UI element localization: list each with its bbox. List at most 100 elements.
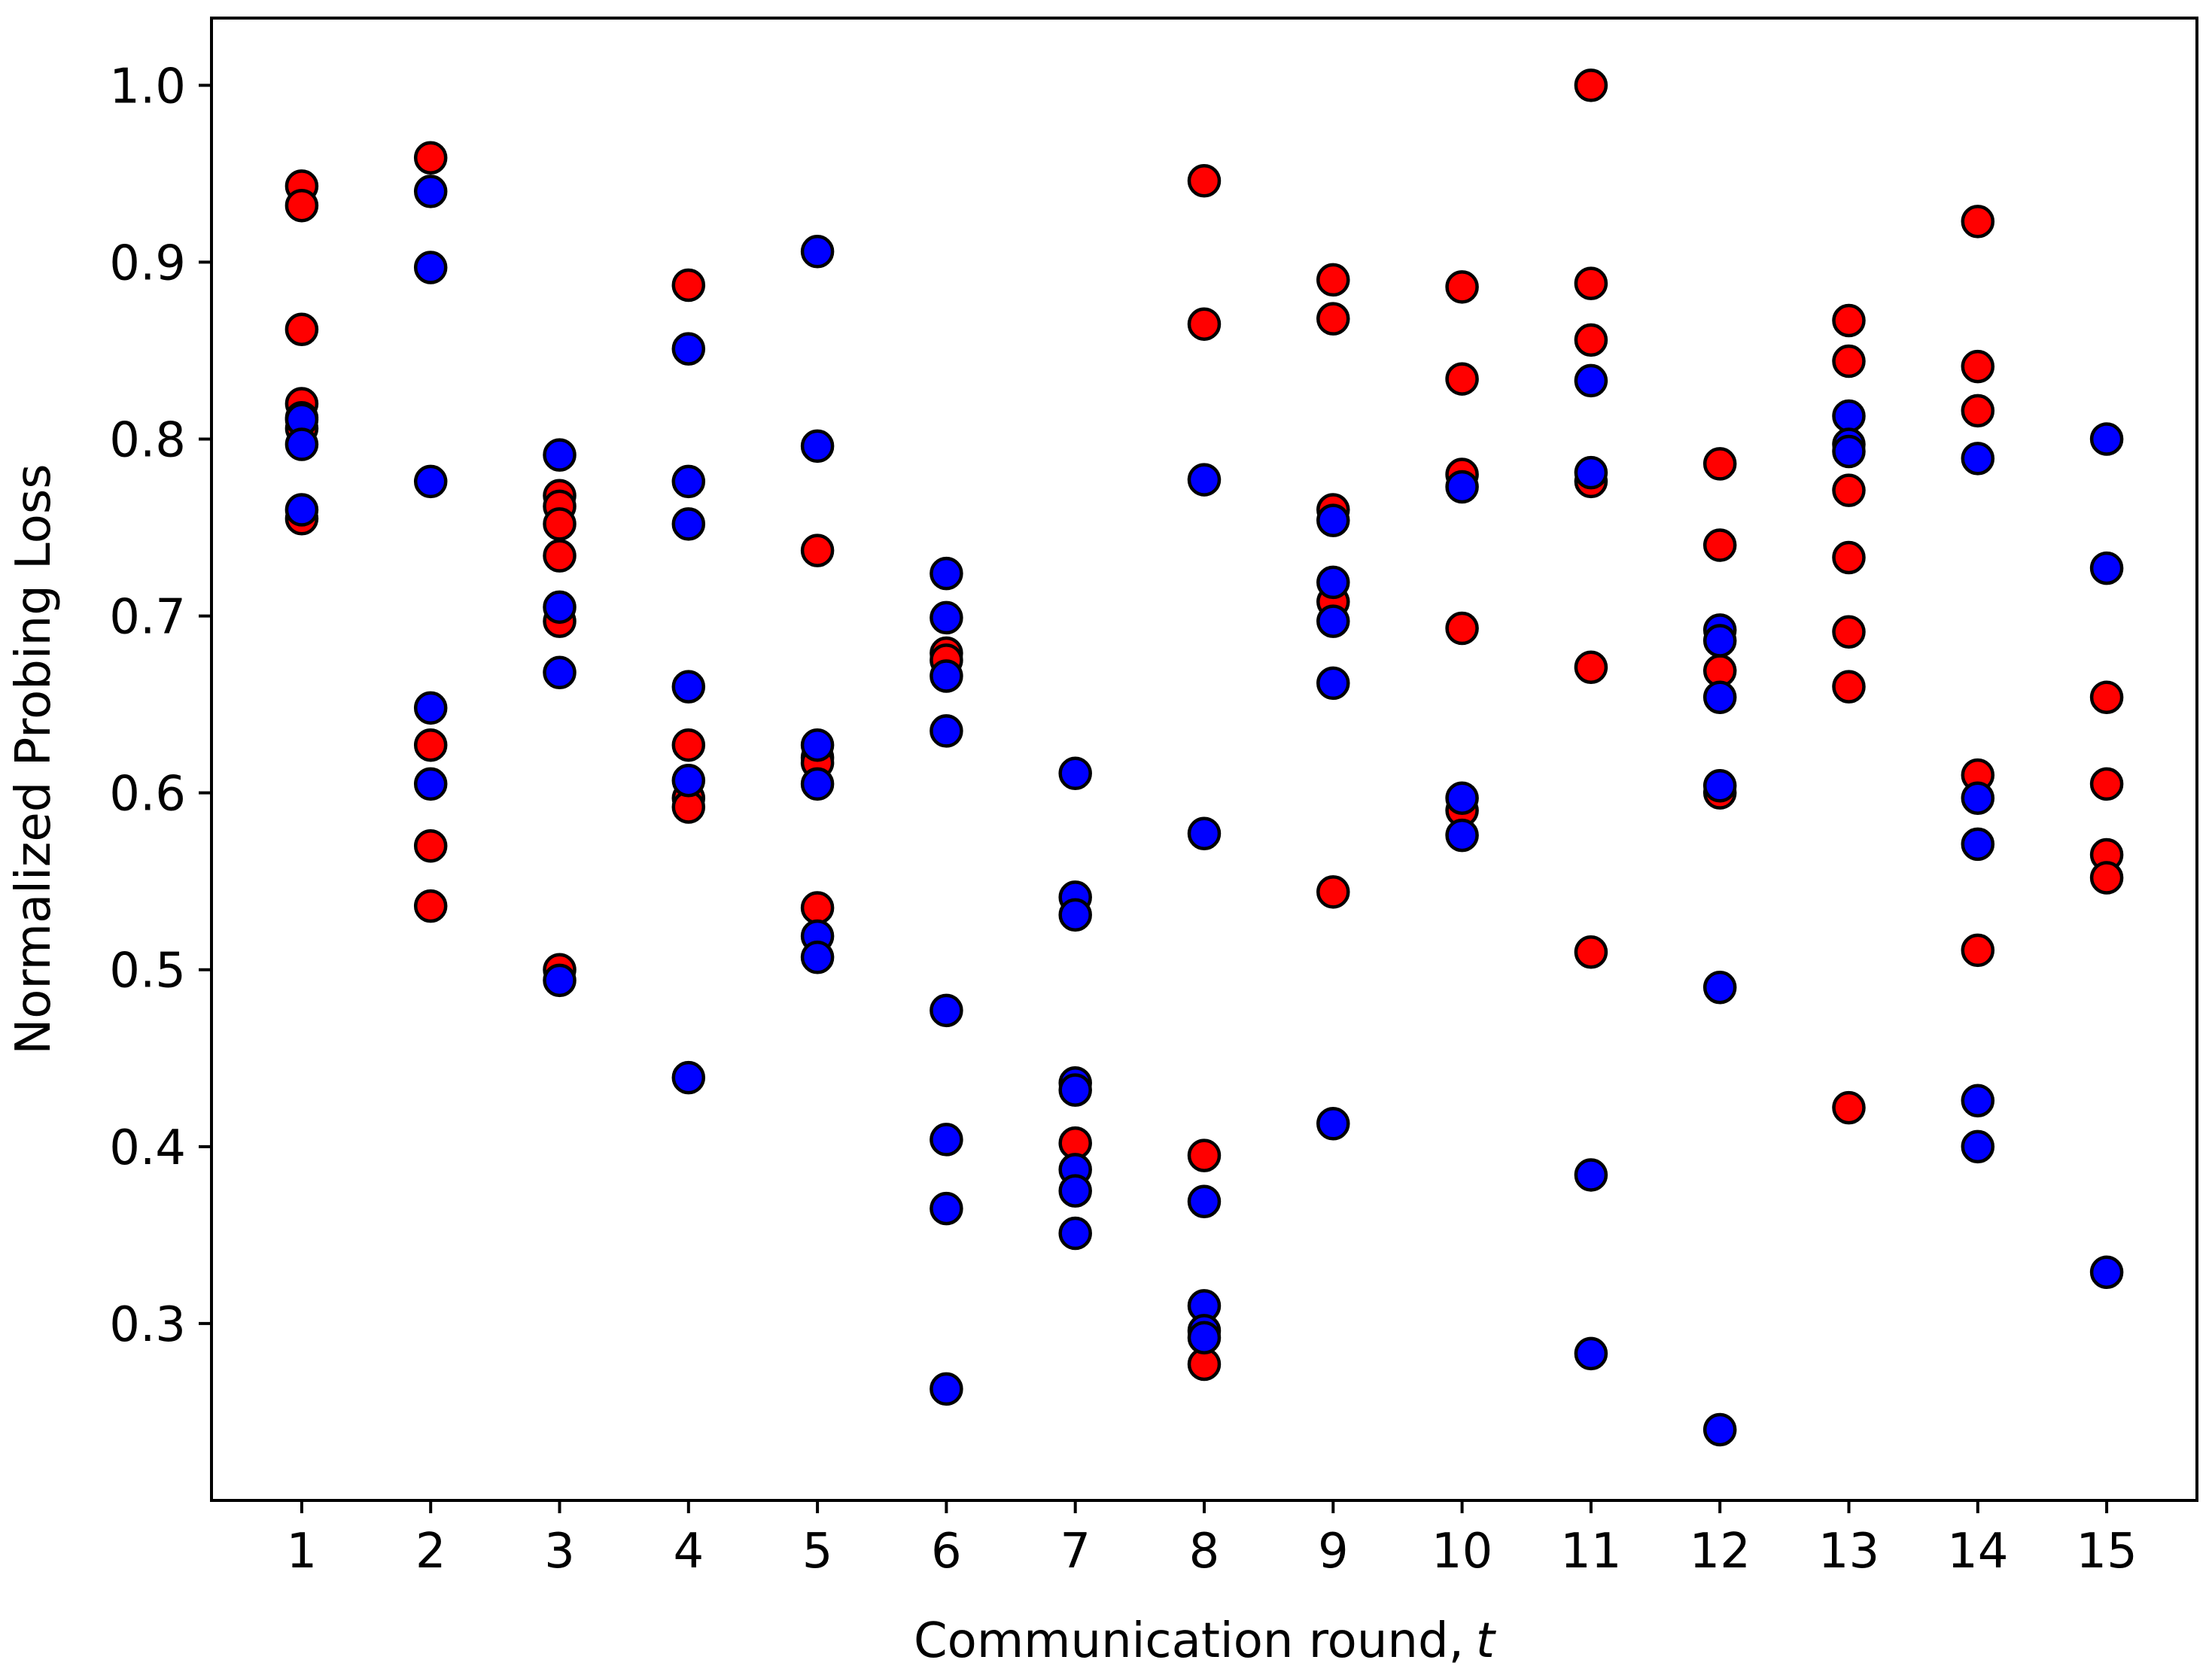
data-point — [671, 332, 706, 366]
y-axis-ticks: 0.3 0.4 0.5 0.6 0.7 0.8 0.9 1.0 — [109, 59, 211, 1353]
x-tick-label: 11 — [1560, 1524, 1621, 1579]
data-point — [1961, 394, 1995, 428]
data-point — [1574, 363, 1608, 398]
data-point — [1961, 1129, 1995, 1164]
data-point — [930, 1191, 963, 1226]
data-point — [930, 714, 963, 748]
data-point — [1187, 463, 1222, 497]
y-tick-label: 0.6 — [109, 767, 186, 822]
data-point — [413, 828, 448, 863]
y-tick-label: 0.9 — [109, 236, 186, 291]
data-point — [413, 728, 448, 762]
data-point — [1702, 1412, 1737, 1447]
data-point — [413, 251, 448, 284]
data-point — [413, 767, 448, 801]
data-point — [1445, 470, 1479, 504]
data-point — [800, 767, 835, 801]
data-point — [1316, 263, 1350, 297]
x-tick-label: 9 — [1318, 1524, 1349, 1579]
x-tick-label: 6 — [931, 1524, 962, 1579]
data-point — [671, 1060, 706, 1095]
data-point — [543, 963, 577, 998]
data-point — [1961, 827, 1995, 862]
data-point — [413, 141, 448, 175]
data-point — [1058, 1073, 1092, 1107]
x-tick-label: 13 — [1818, 1524, 1879, 1579]
data-point — [1574, 323, 1608, 357]
data-point — [1316, 503, 1350, 537]
x-tick-label: 3 — [544, 1524, 575, 1579]
data-point — [543, 507, 577, 541]
data-point — [1445, 781, 1479, 815]
data-point — [284, 312, 319, 346]
data-point — [543, 438, 577, 472]
data-point — [1961, 1084, 1995, 1117]
data-point — [671, 507, 706, 541]
data-point — [1961, 205, 1995, 239]
y-tick-label: 0.8 — [109, 412, 186, 468]
data-point — [1058, 1174, 1092, 1208]
data-point — [800, 235, 835, 269]
data-point — [1702, 971, 1737, 1005]
data-point — [671, 763, 706, 798]
data-point — [2089, 680, 2124, 714]
data-point — [1187, 164, 1222, 198]
data-point — [800, 534, 835, 567]
data-point — [1574, 455, 1608, 490]
data-point — [543, 655, 577, 690]
data-point — [1445, 818, 1479, 853]
data-point — [1702, 528, 1737, 562]
data-point — [930, 600, 963, 635]
data-point — [1961, 349, 1995, 384]
data-point — [930, 1372, 963, 1406]
x-tick-label: 2 — [415, 1524, 446, 1579]
x-tick-label: 1 — [287, 1524, 318, 1579]
y-tick-label: 1.0 — [109, 59, 186, 114]
data-point — [1058, 1216, 1092, 1251]
data-point — [800, 728, 835, 762]
data-point — [1702, 624, 1737, 658]
data-point — [413, 464, 448, 499]
y-tick-label: 0.5 — [109, 944, 186, 999]
data-point — [1316, 1107, 1350, 1141]
data-point — [1058, 898, 1092, 932]
data-point — [930, 659, 963, 693]
data-point — [1445, 270, 1479, 304]
data-point — [1187, 816, 1222, 850]
data-point — [1574, 650, 1608, 685]
data-point — [1832, 303, 1866, 338]
data-point — [1832, 670, 1866, 704]
data-point — [2089, 861, 2124, 895]
data-point — [800, 429, 835, 464]
y-tick-label: 0.3 — [109, 1297, 186, 1353]
x-axis-label-variable: t — [1476, 1613, 1497, 1669]
data-point — [1702, 680, 1737, 714]
x-axis-label: Communication round, t — [914, 1613, 1497, 1669]
x-tick-label: 7 — [1060, 1524, 1091, 1579]
x-tick-label: 5 — [802, 1524, 833, 1579]
data-point — [543, 539, 577, 573]
data-point — [1832, 399, 1866, 433]
data-point — [413, 691, 448, 725]
data-point — [671, 728, 706, 762]
data-point — [930, 556, 963, 591]
y-tick-label: 0.4 — [109, 1120, 186, 1176]
data-point — [930, 1123, 963, 1157]
data-point — [930, 993, 963, 1028]
y-axis-label: Normalized Probing Loss — [6, 464, 62, 1054]
data-points — [284, 68, 2124, 1447]
data-point — [1316, 302, 1350, 336]
data-point — [1445, 362, 1479, 396]
data-point — [671, 464, 706, 499]
y-tick-label: 0.7 — [109, 590, 186, 646]
x-axis-label-text: Communication round, — [914, 1613, 1464, 1669]
x-tick-label: 10 — [1432, 1524, 1492, 1579]
data-point — [543, 590, 577, 625]
data-point — [1702, 769, 1737, 803]
data-point — [1961, 442, 1995, 476]
data-point — [1316, 565, 1350, 600]
data-point — [1316, 604, 1350, 638]
blue-series — [284, 175, 2124, 1447]
data-point — [1187, 1321, 1222, 1354]
